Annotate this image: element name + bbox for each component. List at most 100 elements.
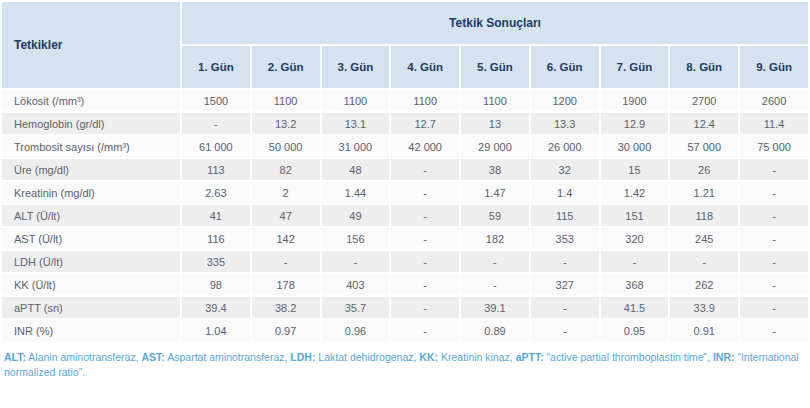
value-cell: - — [531, 251, 599, 272]
value-cell: 13 — [461, 113, 529, 134]
value-cell: 0.89 — [461, 320, 529, 341]
value-cell: 39.1 — [461, 297, 529, 318]
day-header: 7. Gün — [601, 46, 669, 88]
value-cell: - — [531, 297, 599, 318]
value-cell: 82 — [252, 159, 320, 180]
value-cell: 2600 — [740, 90, 808, 111]
value-cell: - — [322, 251, 390, 272]
day-header: 9. Gün — [740, 46, 808, 88]
row-label: LDH (Ü/lt) — [2, 251, 180, 272]
value-cell: 33.9 — [670, 297, 738, 318]
value-cell: 26 — [670, 159, 738, 180]
value-cell: - — [740, 274, 808, 295]
value-cell: 182 — [461, 228, 529, 249]
day-header: 3. Gün — [322, 46, 390, 88]
value-cell: 156 — [322, 228, 390, 249]
table-row: Trombosit sayısı (/mm³)61 00050 00031 00… — [2, 136, 808, 157]
value-cell: - — [461, 251, 529, 272]
abbreviation: KK: — [419, 351, 438, 363]
value-cell: 1100 — [461, 90, 529, 111]
day-header: 5. Gün — [461, 46, 529, 88]
day-header: 2. Gün — [252, 46, 320, 88]
value-cell: 327 — [531, 274, 599, 295]
value-cell: 15 — [601, 159, 669, 180]
lab-results-page: Tetkikler Tetkik Sonuçları 1. Gün2. Gün3… — [0, 0, 810, 408]
value-cell: - — [601, 251, 669, 272]
abbreviation-definition: “active partial thromboplastin time”, — [544, 351, 713, 363]
value-cell: - — [391, 274, 459, 295]
value-cell: 178 — [252, 274, 320, 295]
value-cell: 35.7 — [322, 297, 390, 318]
value-cell: - — [391, 320, 459, 341]
value-cell: 2700 — [670, 90, 738, 111]
table-row: Kreatinin (mg/dl)2.6321.44-1.471.41.421.… — [2, 182, 808, 203]
abbreviation: INR: — [713, 351, 735, 363]
value-cell: - — [740, 205, 808, 226]
value-cell: 403 — [322, 274, 390, 295]
value-cell: 26 000 — [531, 136, 599, 157]
value-cell: 1100 — [322, 90, 390, 111]
abbreviation-definition: Aspartat aminotransferaz, — [165, 351, 290, 363]
value-cell: 1.4 — [531, 182, 599, 203]
value-cell: 59 — [461, 205, 529, 226]
value-cell: 42 000 — [391, 136, 459, 157]
value-cell: 262 — [670, 274, 738, 295]
value-cell: 48 — [322, 159, 390, 180]
value-cell: 1900 — [601, 90, 669, 111]
value-cell: 30 000 — [601, 136, 669, 157]
value-cell: 38 — [461, 159, 529, 180]
value-cell: 13.1 — [322, 113, 390, 134]
value-cell: 1.21 — [670, 182, 738, 203]
value-cell: - — [740, 320, 808, 341]
value-cell: 47 — [252, 205, 320, 226]
table-row: ALT (Ü/lt)414749-59115151118- — [2, 205, 808, 226]
value-cell: 142 — [252, 228, 320, 249]
value-cell: - — [252, 251, 320, 272]
value-cell: - — [391, 205, 459, 226]
value-cell: - — [391, 297, 459, 318]
value-cell: 75 000 — [740, 136, 808, 157]
value-cell: - — [531, 320, 599, 341]
value-cell: - — [391, 182, 459, 203]
row-label: Üre (mg/dl) — [2, 159, 180, 180]
value-cell: - — [740, 297, 808, 318]
value-cell: 12.9 — [601, 113, 669, 134]
row-label: AST (Ü/lt) — [2, 228, 180, 249]
value-cell: 1200 — [531, 90, 599, 111]
table-row: AST (Ü/lt)116142156-182353320245- — [2, 228, 808, 249]
abbreviation: aPTT: — [516, 351, 544, 363]
value-cell: 0.95 — [601, 320, 669, 341]
value-cell: 1.42 — [601, 182, 669, 203]
value-cell: 12.7 — [391, 113, 459, 134]
table-row: LDH (Ü/lt)335-------- — [2, 251, 808, 272]
value-cell: 61 000 — [182, 136, 250, 157]
value-cell: 368 — [601, 274, 669, 295]
row-label: Trombosit sayısı (/mm³) — [2, 136, 180, 157]
tests-column-header: Tetkikler — [2, 2, 180, 88]
value-cell: - — [740, 228, 808, 249]
day-header: 4. Gün — [391, 46, 459, 88]
table-row: Hemoglobin (gr/dl)-13.213.112.71313.312.… — [2, 113, 808, 134]
abbreviation: AST: — [142, 351, 165, 363]
row-label: aPTT (sn) — [2, 297, 180, 318]
abbreviation-definition: Laktat dehidrogenaz, — [315, 351, 419, 363]
value-cell: 0.97 — [252, 320, 320, 341]
value-cell: 1.47 — [461, 182, 529, 203]
table-row: Üre (mg/dl)1138248-38321526- — [2, 159, 808, 180]
row-label: Lökosit (/mm³) — [2, 90, 180, 111]
table-header: Tetkikler Tetkik Sonuçları 1. Gün2. Gün3… — [2, 2, 808, 88]
value-cell: - — [461, 274, 529, 295]
row-label: ALT (Ü/lt) — [2, 205, 180, 226]
abbreviation-definition: Kreatinin kinaz, — [438, 351, 516, 363]
value-cell: 1.04 — [182, 320, 250, 341]
value-cell: 353 — [531, 228, 599, 249]
value-cell: 38.2 — [252, 297, 320, 318]
value-cell: 113 — [182, 159, 250, 180]
value-cell: 118 — [670, 205, 738, 226]
row-label: Hemoglobin (gr/dl) — [2, 113, 180, 134]
value-cell: 13.3 — [531, 113, 599, 134]
value-cell: 41.5 — [601, 297, 669, 318]
value-cell: 2 — [252, 182, 320, 203]
table-row: KK (Ü/lt)98178403--327368262- — [2, 274, 808, 295]
table-row: Lökosit (/mm³)15001100110011001100120019… — [2, 90, 808, 111]
